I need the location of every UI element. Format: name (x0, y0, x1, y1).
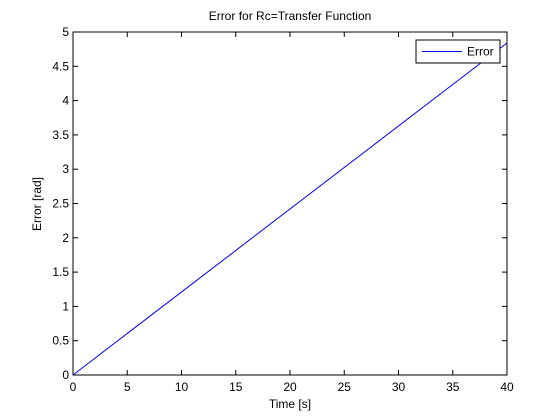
x-tick-label: 5 (124, 380, 131, 394)
y-axis-title: Error [rad] (30, 177, 44, 231)
x-tick-label: 40 (500, 380, 514, 394)
chart-title: Error for Rc=Transfer Function (209, 9, 372, 23)
y-tick-label: 5 (62, 25, 69, 39)
y-tick-label: 1.5 (52, 265, 69, 279)
plot-area: 0 5 10 15 20 25 30 35 40 0 0.5 1 1.5 2 2.5 3 3.5 4 4.5 5 (52, 25, 514, 394)
x-tick-label: 15 (229, 380, 243, 394)
series-layer (72, 42, 508, 376)
y-tick-label: 2.5 (52, 197, 69, 211)
y-tick-label: 1 (62, 299, 69, 313)
x-tick-label: 25 (338, 380, 352, 394)
series-line-error (72, 42, 508, 376)
y-tick-label: 3 (62, 162, 69, 176)
y-tick-label: 4.5 (52, 59, 69, 73)
y-tick-label: 2 (62, 231, 69, 245)
y-tick-label: 0 (62, 368, 69, 382)
y-axis-ticks: 0 0.5 1 1.5 2 2.5 3 3.5 4 4.5 5 (52, 25, 507, 382)
x-tick-label: 30 (392, 380, 406, 394)
x-tick-label: 20 (283, 380, 297, 394)
x-tick-label: 0 (70, 380, 77, 394)
x-tick-label: 10 (175, 380, 189, 394)
y-tick-label: 0.5 (52, 334, 69, 348)
x-axis-ticks: 0 5 10 15 20 25 30 35 40 (70, 32, 514, 394)
y-tick-label: 4 (62, 94, 69, 108)
y-tick-label: 3.5 (52, 128, 69, 142)
x-axis-title: Time [s] (269, 397, 311, 411)
legend: Error (415, 39, 501, 64)
legend-label-error: Error (467, 45, 494, 59)
x-tick-label: 35 (446, 380, 460, 394)
axes-box (72, 31, 508, 376)
